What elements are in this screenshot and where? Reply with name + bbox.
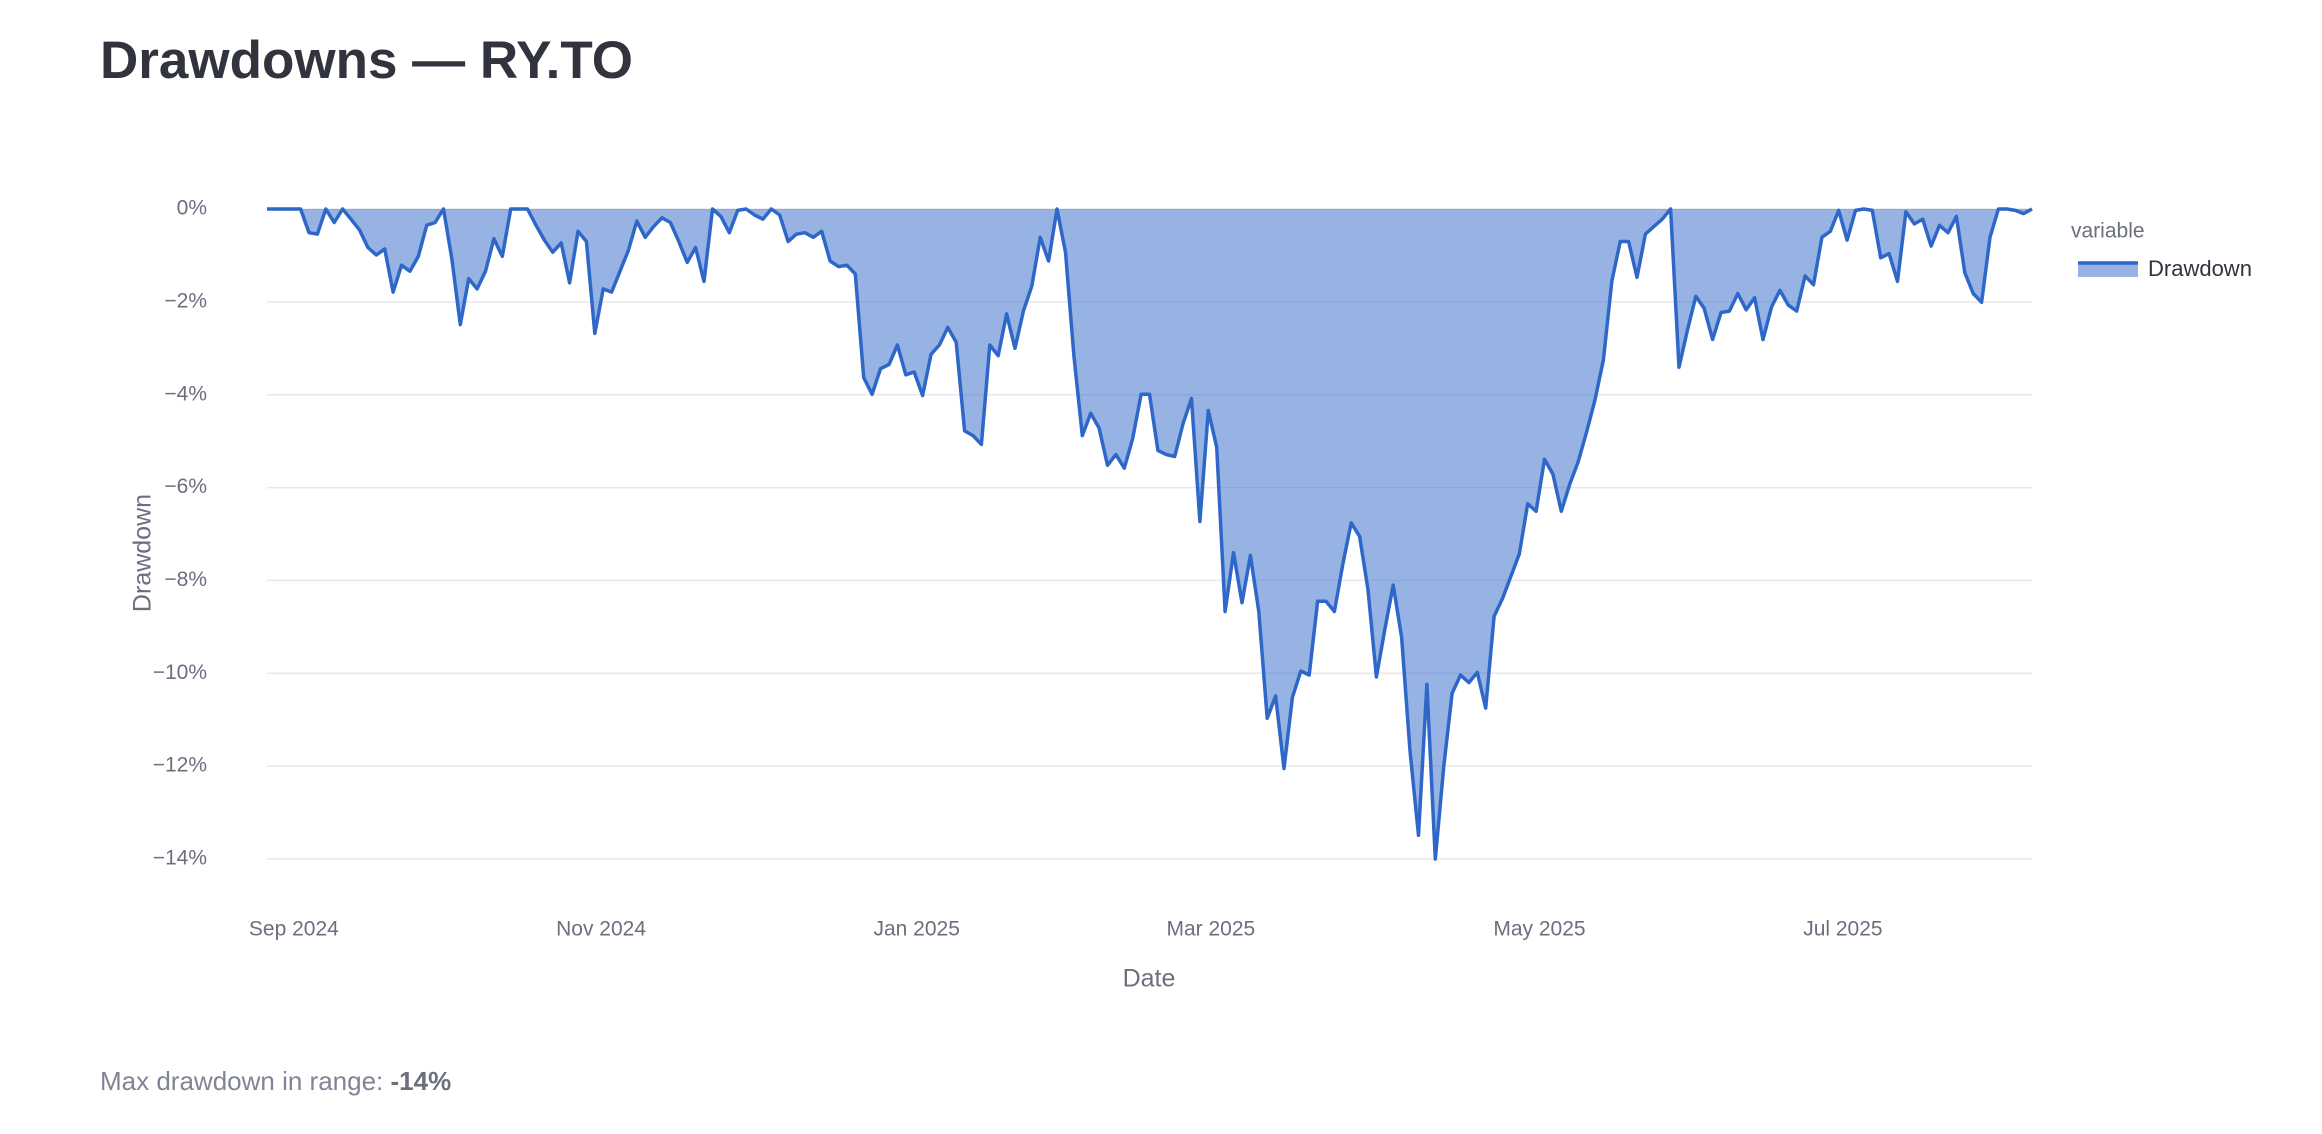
y-tick-label: −12% bbox=[153, 754, 207, 777]
legend-label: Drawdown bbox=[2148, 256, 2252, 281]
x-axis-title: Date bbox=[1123, 965, 1176, 993]
y-tick-label: −14% bbox=[153, 847, 207, 870]
legend-title: variable bbox=[2071, 220, 2145, 243]
caption-value: -14% bbox=[390, 1066, 452, 1096]
y-tick-label: −10% bbox=[153, 661, 207, 684]
x-tick-label: Jul 2025 bbox=[1803, 918, 1882, 941]
area-fill bbox=[267, 209, 2032, 859]
x-tick-label: Nov 2024 bbox=[556, 918, 646, 941]
x-tick-label: May 2025 bbox=[1493, 918, 1585, 941]
y-tick-label: −8% bbox=[164, 568, 207, 591]
area-line bbox=[267, 207, 2033, 861]
y-tick-label: 0% bbox=[177, 197, 207, 220]
x-tick-label: Mar 2025 bbox=[1166, 918, 1255, 941]
y-tick-label: −2% bbox=[164, 289, 207, 312]
x-tick-label: Jan 2025 bbox=[873, 918, 959, 941]
page-title: Drawdowns — RY.TO bbox=[100, 31, 633, 90]
caption-label: Max drawdown in range: bbox=[100, 1066, 384, 1096]
x-tick-label: Sep 2024 bbox=[249, 918, 339, 941]
y-tick-label: −4% bbox=[164, 382, 207, 405]
y-tick-label: −6% bbox=[164, 475, 207, 498]
legend-swatch bbox=[2078, 263, 2138, 277]
caption: Max drawdown in range: -14% bbox=[100, 1066, 451, 1097]
y-axis-title: Drawdown bbox=[129, 494, 157, 612]
